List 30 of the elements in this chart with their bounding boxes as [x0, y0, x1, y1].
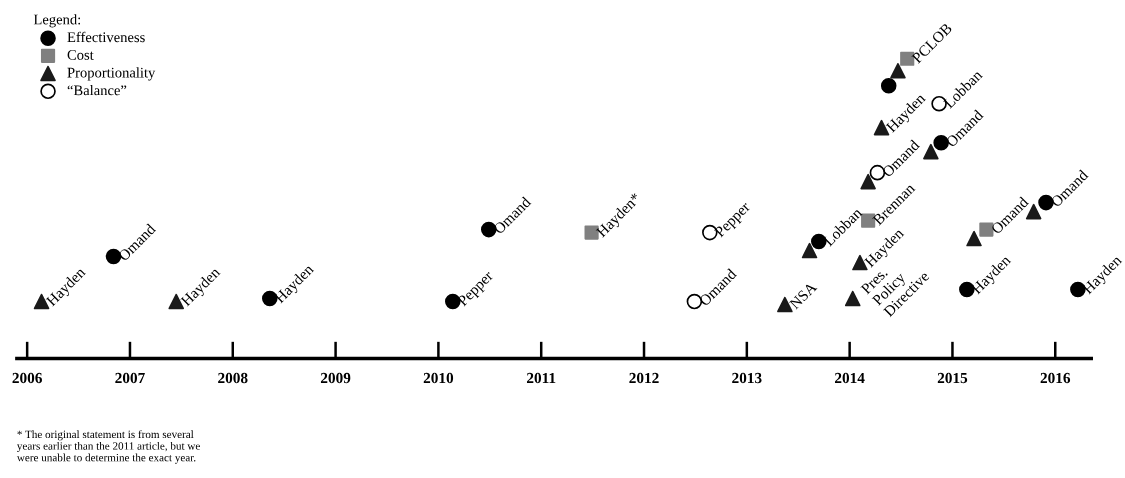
x-tick-label: 2013 [732, 372, 762, 384]
point [923, 143, 939, 160]
point [880, 77, 897, 94]
x-tick-label: 2006 [12, 372, 42, 384]
point [262, 290, 278, 307]
x-tick-label: 2011 [527, 372, 556, 384]
point [801, 242, 818, 259]
legend-label: Proportionality [67, 67, 156, 81]
text: * The original statement is from several years earlier than the 2011 article, but we were unable to determine the exact year. [16, 430, 200, 464]
legend-label: Effectiveness [67, 31, 145, 43]
x-tick-label: 2010 [423, 372, 454, 384]
x-tick-label: 2009 [320, 372, 351, 384]
point [979, 222, 994, 237]
point [966, 230, 982, 247]
annotation: NSA [788, 281, 818, 310]
x-tick-label: 2008 [218, 372, 248, 384]
point [933, 134, 949, 151]
point [890, 62, 906, 79]
legend-title: Legend: [33, 14, 81, 28]
point [1038, 194, 1054, 211]
legend-label: Cost [67, 50, 94, 60]
point [844, 290, 861, 307]
x-tick-label: 2014 [835, 372, 865, 384]
x-tick-label: 2015 [937, 372, 968, 384]
point [105, 248, 122, 265]
x-tick-label: 2012 [629, 372, 659, 384]
legend-label: “Balance” [67, 84, 127, 96]
point [480, 221, 497, 238]
x-tick-label: 2016 [1040, 372, 1071, 384]
x-tick-label: 2007 [115, 372, 145, 384]
